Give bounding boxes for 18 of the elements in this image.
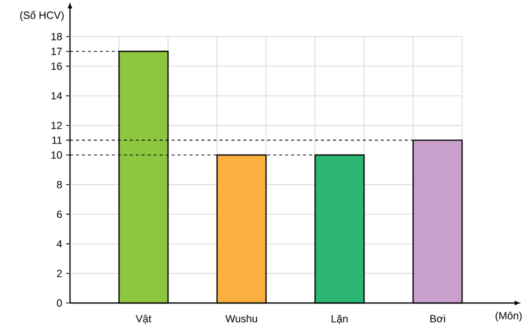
x-tick-label: Lặn	[332, 314, 348, 324]
x-axis-title: (Môn)	[496, 312, 522, 322]
y-tick-label: 14	[51, 92, 62, 100]
y-tick-label: 12	[51, 122, 62, 130]
x-tick-label: Wushu	[225, 314, 258, 322]
y-tick-label: 2	[57, 270, 62, 278]
y-tick-label: 0	[56, 299, 62, 307]
y-tick-label: 4	[56, 240, 62, 248]
y-tick-label: 16	[51, 62, 62, 70]
x-tick-label: Bơi	[430, 314, 445, 322]
y-tick-label: 18	[51, 32, 62, 40]
y-tick-label: 6	[57, 210, 62, 218]
y-tick-label: 17	[51, 48, 62, 55]
x-tick-label: Vật	[136, 314, 152, 324]
y-axis-title: (Số HCV)	[20, 10, 64, 21]
y-tick-label: 11	[52, 136, 62, 144]
y-tick-label: 10	[51, 151, 62, 159]
y-tick-label: 8	[56, 180, 62, 188]
